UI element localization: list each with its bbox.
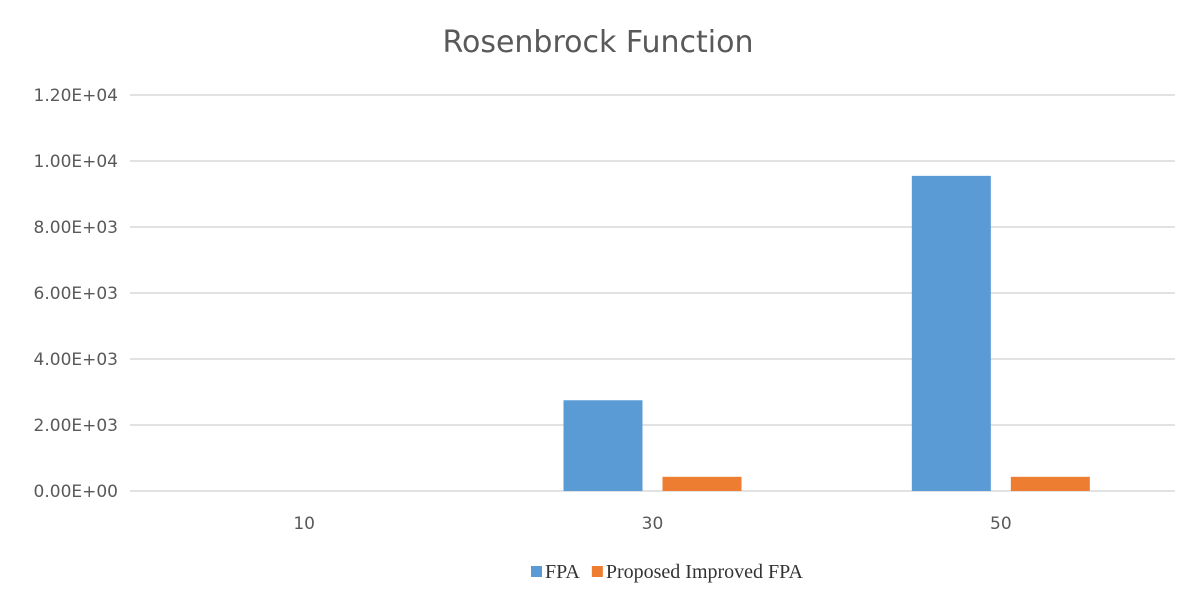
bar-proposed-improved-fpa-30: [662, 476, 742, 491]
legend-label: Proposed Improved FPA: [606, 561, 804, 583]
y-tick-label: 4.00E+03: [34, 350, 118, 370]
bars: [563, 175, 1090, 491]
x-axis-ticks: 10 30 50: [293, 514, 1011, 534]
y-tick-label: 6.00E+03: [34, 284, 118, 304]
bar-fpa-50: [911, 175, 991, 491]
bar-fpa-30: [563, 400, 643, 491]
y-tick-label: 0.00E+00: [34, 482, 118, 502]
y-tick-label: 8.00E+03: [34, 218, 118, 238]
gridlines: [130, 94, 1175, 492]
chart-title: Rosenbrock Function: [442, 25, 753, 60]
x-tick-label: 50: [990, 514, 1012, 534]
legend-swatch: [591, 566, 603, 577]
bar-proposed-improved-fpa-50: [1010, 476, 1090, 491]
x-tick-label: 10: [293, 514, 315, 534]
legend-swatch: [531, 566, 542, 577]
y-tick-label: 1.00E+04: [34, 152, 118, 172]
y-tick-label: 1.20E+04: [34, 86, 118, 106]
y-axis-ticks: 0.00E+00 2.00E+03 4.00E+03 6.00E+03 8.00E+03…: [34, 86, 118, 502]
legend: FPA Proposed Improved FPA: [531, 561, 803, 583]
legend-label: FPA: [545, 561, 580, 583]
x-tick-label: 30: [642, 514, 664, 534]
y-tick-label: 2.00E+03: [34, 416, 118, 436]
